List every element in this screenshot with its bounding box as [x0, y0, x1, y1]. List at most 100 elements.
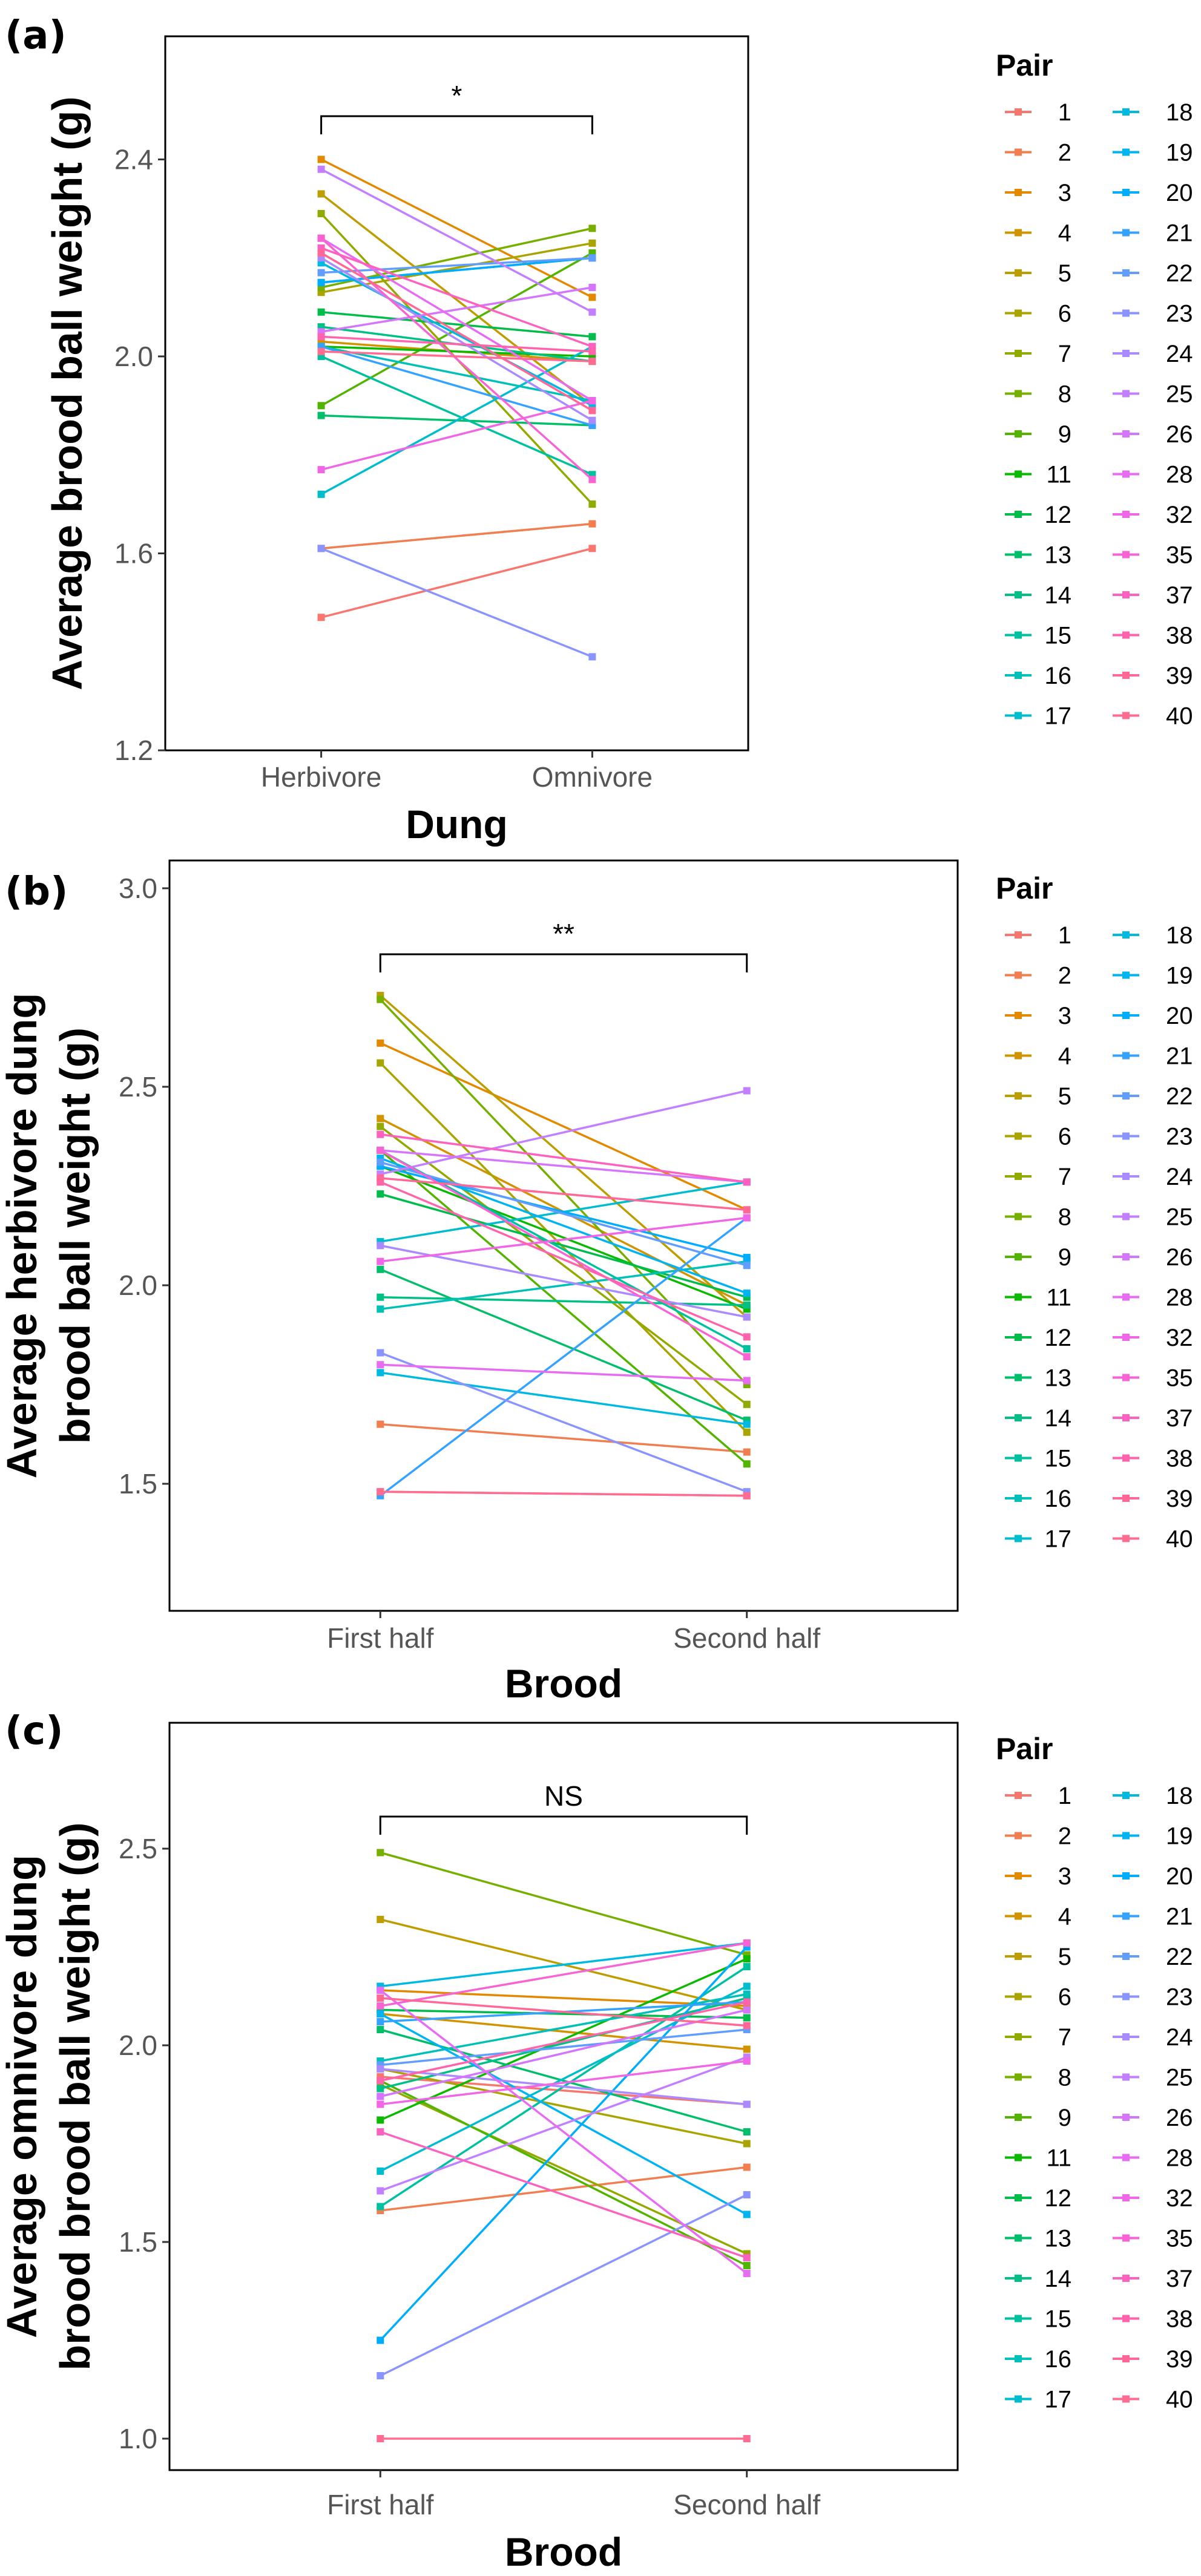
legend-label: 11 [1046, 462, 1071, 488]
legend-item: 2 [1005, 140, 1071, 166]
legend-label: 22 [1166, 260, 1193, 287]
data-point [317, 156, 325, 163]
legend-item: 6 [1005, 301, 1071, 327]
data-point [317, 234, 325, 242]
legend-label: 26 [1166, 421, 1193, 448]
legend-key-point [1015, 1173, 1022, 1180]
legend-label: 23 [1166, 301, 1193, 327]
legend-item: 16 [1005, 2346, 1071, 2373]
legend-item: 17 [1005, 1526, 1071, 1553]
series-line-pair-18 [380, 1942, 747, 1988]
series-line-pair-12 [321, 310, 593, 338]
y-axis-label-line: brood ball weight (g) [51, 1027, 99, 1444]
legend-label: 37 [1166, 1405, 1193, 1432]
legend-key-point [1015, 350, 1022, 357]
data-point [588, 416, 596, 424]
series-line-pair-14 [380, 1296, 747, 1306]
legend-label: 39 [1166, 663, 1193, 689]
legend-key-point [1015, 1374, 1022, 1381]
legend-label: 24 [1166, 2024, 1193, 2051]
data-point [743, 1206, 751, 1214]
legend-key-point [1122, 1092, 1130, 1100]
y-tick-label: 2.0 [119, 2030, 157, 2061]
series-line-pair-24 [380, 1244, 748, 1319]
panel-label: (b) [5, 870, 68, 914]
series-line-pair-19 [380, 2013, 748, 2216]
legend-key-point [1015, 1953, 1022, 1960]
legend-label: 40 [1166, 703, 1193, 730]
plot-area [164, 35, 749, 752]
series-line-pair-37 [380, 1133, 747, 1184]
legend-item: 3 [1005, 1863, 1071, 1890]
legend-item: 14 [1005, 2266, 1071, 2292]
data-point [743, 2057, 751, 2065]
legend-label: 12 [1045, 502, 1072, 528]
legend-item: 32 [1113, 1325, 1193, 1351]
legend-label: 14 [1045, 1405, 1072, 1432]
legend-label: 1 [1058, 1783, 1071, 1809]
legend-item: 14 [1005, 1405, 1071, 1432]
legend-item: 23 [1113, 1124, 1193, 1150]
data-point [377, 2168, 384, 2175]
legend-key-point [1015, 2073, 1022, 2081]
legend-key-point [1015, 470, 1022, 478]
legend-label: 24 [1166, 1164, 1193, 1190]
legend-item: 4 [1005, 1043, 1071, 1070]
legend-item: 17 [1005, 703, 1071, 730]
data-point [377, 1849, 384, 1857]
data-point [743, 1492, 751, 1499]
legend-label: 37 [1166, 2266, 1193, 2292]
legend-label: 6 [1058, 301, 1071, 327]
legend-item: 40 [1113, 2387, 1193, 2413]
data-point [588, 347, 596, 355]
legend-key-point [1122, 2275, 1130, 2282]
legend-key-point [1015, 1495, 1022, 1502]
legend-label: 1 [1058, 922, 1071, 949]
legend-item: 1 [1005, 1783, 1071, 1809]
data-point [588, 653, 596, 661]
plot-area [168, 1722, 959, 2471]
legend-key-point [1015, 591, 1022, 598]
legend-key-point [1122, 1912, 1130, 1920]
data-point [377, 2100, 384, 2108]
legend-key-point [1122, 189, 1130, 196]
panel-label: (c) [5, 1709, 63, 1754]
legend-item: 39 [1113, 2346, 1193, 2373]
data-point [743, 2014, 751, 2022]
legend-item: 24 [1113, 2024, 1193, 2051]
data-point [743, 1460, 751, 1468]
legend-key-point [1015, 1872, 1022, 1880]
legend-label: 25 [1166, 2065, 1193, 2091]
legend-key-point [1122, 1293, 1130, 1301]
legend-key-point [1122, 2073, 1130, 2081]
data-point [377, 1039, 384, 1047]
legend-label: 32 [1166, 502, 1193, 528]
data-point [377, 1916, 384, 1923]
legend-key-point [1122, 350, 1130, 357]
legend-key-point [1122, 1535, 1130, 1542]
legend-item: 35 [1113, 2226, 1193, 2252]
legend-label: 32 [1166, 1325, 1193, 1351]
legend-item: 28 [1113, 2145, 1193, 2172]
legend-key-point [1122, 2395, 1130, 2403]
legend: Pair123456789111213141516171819202122232… [996, 1732, 1193, 2413]
data-point [377, 2093, 384, 2100]
legend-item: 22 [1113, 1944, 1193, 1970]
legend-label: 16 [1045, 2346, 1072, 2373]
legend-label: 17 [1045, 703, 1072, 730]
legend-item: 23 [1113, 301, 1193, 327]
legend-label: 28 [1166, 1285, 1193, 1311]
legend-item: 9 [1005, 421, 1071, 448]
legend-key-point [1015, 631, 1022, 639]
series-line-pair-40 [321, 350, 593, 362]
legend-label: 15 [1045, 2306, 1072, 2333]
legend-label: 20 [1166, 1003, 1193, 1029]
series-line-pair-32 [380, 1216, 747, 1263]
legend-item: 5 [1005, 1944, 1071, 1970]
x-axis-label: Brood [505, 2529, 622, 2574]
y-tick-label: 2.0 [114, 341, 153, 372]
legend-label: 22 [1166, 1083, 1193, 1110]
legend-item: 3 [1005, 1003, 1071, 1029]
legend-key-point [1015, 1132, 1022, 1140]
legend-label: 32 [1166, 2185, 1193, 2212]
